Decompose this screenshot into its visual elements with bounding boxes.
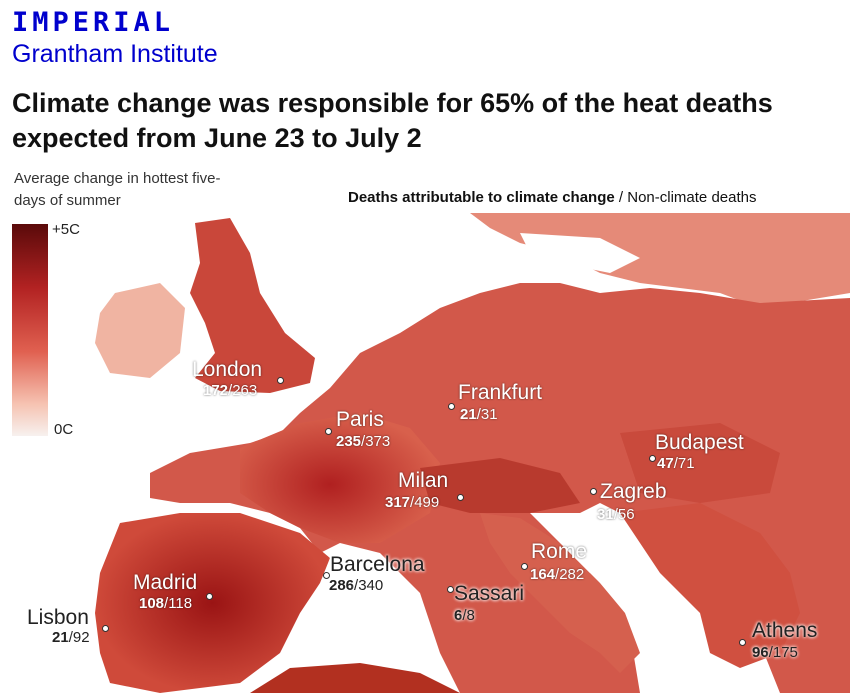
city-deaths: 47/71 bbox=[657, 455, 695, 472]
other-deaths: 340 bbox=[358, 577, 384, 594]
city-name: Budapest bbox=[655, 431, 744, 454]
city-name: Sassari bbox=[454, 582, 525, 605]
city-dot bbox=[325, 428, 332, 435]
city-name: Frankfurt bbox=[458, 381, 543, 404]
italy bbox=[480, 513, 640, 673]
climate-deaths: 172 bbox=[203, 382, 229, 399]
city-dot bbox=[739, 639, 746, 646]
city-deaths: 286/340 bbox=[329, 577, 383, 594]
city-dot bbox=[649, 455, 656, 462]
brand-name: IMPERIAL bbox=[12, 7, 175, 38]
other-deaths: 175 bbox=[772, 644, 798, 661]
adriatic-sea bbox=[530, 513, 610, 573]
other-deaths: 71 bbox=[677, 455, 695, 472]
map-svg bbox=[0, 213, 850, 693]
city-dot bbox=[277, 377, 284, 384]
other-deaths: 31 bbox=[480, 406, 498, 423]
city-deaths: 317/499 bbox=[385, 494, 439, 511]
city-name: Rome bbox=[531, 540, 588, 563]
other-deaths: 56 bbox=[617, 506, 635, 523]
count-sep: / bbox=[673, 455, 678, 472]
other-deaths: 373 bbox=[365, 433, 391, 450]
climate-deaths: 47 bbox=[657, 455, 674, 472]
corsica bbox=[452, 529, 468, 561]
city-deaths: 172/263 bbox=[203, 382, 257, 399]
climate-deaths: 21 bbox=[52, 629, 69, 646]
balkans-greece bbox=[620, 503, 800, 668]
count-sep: / bbox=[613, 506, 618, 523]
city-dot bbox=[206, 593, 213, 600]
city-deaths: 164/282 bbox=[530, 566, 584, 583]
city-name: Milan bbox=[398, 469, 449, 492]
city-dot bbox=[448, 403, 455, 410]
count-sep: / bbox=[410, 494, 415, 511]
city-dot bbox=[447, 586, 454, 593]
brand-logo: IMPERIAL Grantham Institute bbox=[12, 6, 218, 68]
north-africa bbox=[250, 663, 460, 693]
other-deaths: 499 bbox=[414, 494, 440, 511]
deaths-legend-sep: / bbox=[614, 189, 628, 206]
other-deaths: 8 bbox=[466, 607, 475, 624]
deaths-legend: Deaths attributable to climate change / … bbox=[348, 189, 756, 206]
climate-deaths: 317 bbox=[385, 494, 411, 511]
city-deaths: 31/56 bbox=[597, 506, 635, 523]
brand-subtitle: Grantham Institute bbox=[12, 40, 218, 68]
hungarian-plain bbox=[620, 423, 780, 503]
climate-deaths: 96 bbox=[752, 644, 769, 661]
count-sep: / bbox=[354, 577, 359, 594]
count-sep: / bbox=[462, 607, 467, 624]
count-sep: / bbox=[555, 566, 560, 583]
other-deaths: 282 bbox=[559, 566, 585, 583]
city-dot bbox=[323, 572, 330, 579]
legend-gradient-bar bbox=[12, 224, 48, 436]
city-name: Madrid bbox=[133, 571, 198, 594]
count-sep: / bbox=[68, 629, 73, 646]
climate-deaths: 235 bbox=[336, 433, 362, 450]
city-name: Paris bbox=[336, 408, 384, 431]
city-deaths: 235/373 bbox=[336, 433, 390, 450]
iberia bbox=[95, 513, 330, 693]
legend-title: Average change in hottest five-days of s… bbox=[14, 170, 221, 209]
other-deaths: 263 bbox=[232, 382, 258, 399]
city-dot bbox=[457, 494, 464, 501]
city-name: Athens bbox=[752, 619, 818, 642]
count-sep: / bbox=[361, 433, 366, 450]
great-britain bbox=[190, 218, 315, 393]
other-deaths: 118 bbox=[168, 595, 193, 612]
heat-map bbox=[0, 213, 850, 693]
baltic-sea bbox=[520, 233, 640, 273]
legend-max-label: +5C bbox=[52, 221, 80, 238]
france bbox=[240, 413, 440, 543]
city-dot bbox=[102, 625, 109, 632]
city-deaths: 96/175 bbox=[752, 644, 798, 661]
city-deaths: 21/92 bbox=[52, 629, 90, 646]
deaths-legend-rest: Non-climate deaths bbox=[627, 189, 757, 206]
city-deaths: 108/118 bbox=[139, 595, 192, 612]
count-sep: / bbox=[768, 644, 773, 661]
city-deaths: 21/31 bbox=[460, 406, 498, 423]
count-sep: / bbox=[476, 406, 481, 423]
count-sep: / bbox=[228, 382, 233, 399]
city-name: Lisbon bbox=[27, 606, 89, 629]
ireland bbox=[95, 283, 185, 378]
climate-deaths: 286 bbox=[329, 577, 355, 594]
city-name: London bbox=[192, 358, 263, 381]
climate-deaths: 6 bbox=[454, 607, 463, 624]
city-name: Barcelona bbox=[330, 553, 425, 576]
deaths-legend-bold: Deaths attributable to climate change bbox=[348, 189, 615, 206]
city-name: Zagreb bbox=[600, 480, 667, 503]
climate-deaths: 164 bbox=[530, 566, 556, 583]
sardinia bbox=[436, 568, 470, 633]
climate-deaths: 21 bbox=[460, 406, 477, 423]
city-dot bbox=[590, 488, 597, 495]
headline: Climate change was responsible for 65% o… bbox=[12, 88, 773, 153]
city-deaths: 6/8 bbox=[454, 607, 475, 624]
count-sep: / bbox=[164, 595, 169, 612]
climate-deaths: 108 bbox=[139, 595, 165, 612]
climate-deaths: 31 bbox=[597, 506, 614, 523]
legend-min-label: 0C bbox=[54, 421, 74, 438]
other-deaths: 92 bbox=[72, 629, 90, 646]
city-dot bbox=[521, 563, 528, 570]
